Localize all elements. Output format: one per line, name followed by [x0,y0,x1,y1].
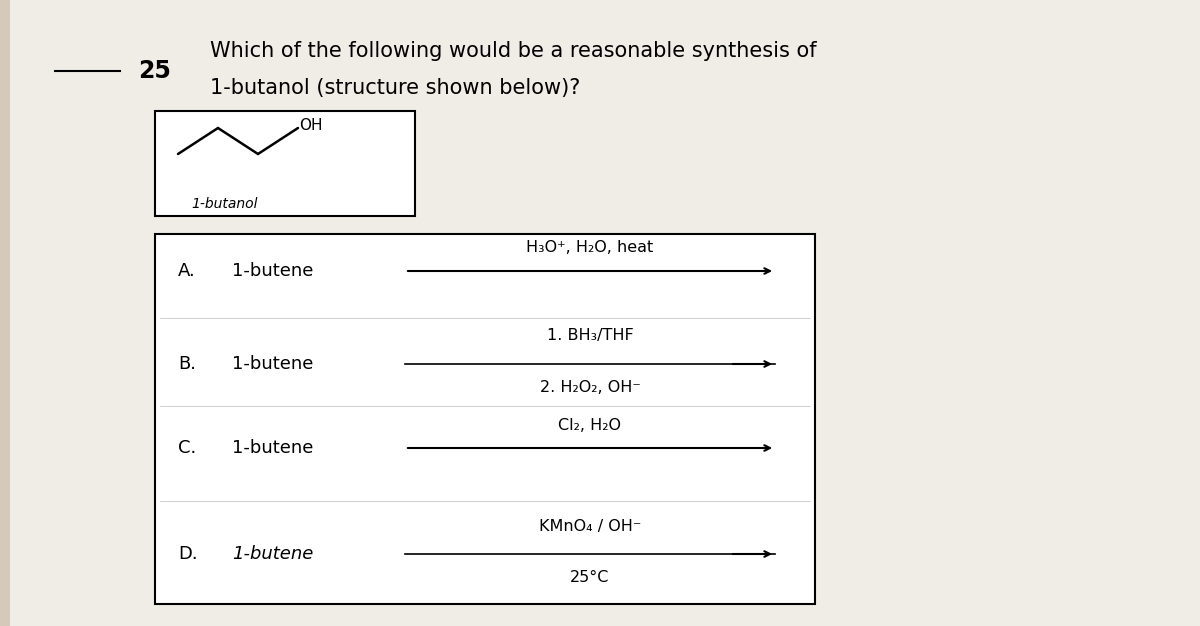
Text: B.: B. [178,355,196,373]
Text: 1-butene: 1-butene [232,262,313,280]
Text: 25: 25 [138,59,172,83]
Text: 25°C: 25°C [570,570,610,585]
Text: 1-butanol: 1-butanol [192,197,258,211]
Bar [155,234,815,604]
Text: H₃O⁺, H₂O, heat: H₃O⁺, H₂O, heat [527,240,654,255]
Text: A.: A. [178,262,196,280]
Bar [155,111,415,216]
Text: 1-butene: 1-butene [232,545,313,563]
Text: 1-butanol (structure shown below)?: 1-butanol (structure shown below)? [210,78,581,98]
Text: KMnO₄ / OH⁻: KMnO₄ / OH⁻ [539,518,641,533]
Text: 1-butene: 1-butene [232,439,313,457]
Text: Which of the following would be a reasonable synthesis of: Which of the following would be a reason… [210,41,817,61]
Text: 1-butene: 1-butene [232,355,313,373]
Text: D.: D. [178,545,198,563]
Text: C.: C. [178,439,197,457]
Text: 2. H₂O₂, OH⁻: 2. H₂O₂, OH⁻ [540,381,641,396]
Text: OH: OH [299,118,323,133]
Text: 1. BH₃/THF: 1. BH₃/THF [547,329,634,344]
Text: Cl₂, H₂O: Cl₂, H₂O [558,418,622,433]
Polygon shape [10,0,1200,626]
